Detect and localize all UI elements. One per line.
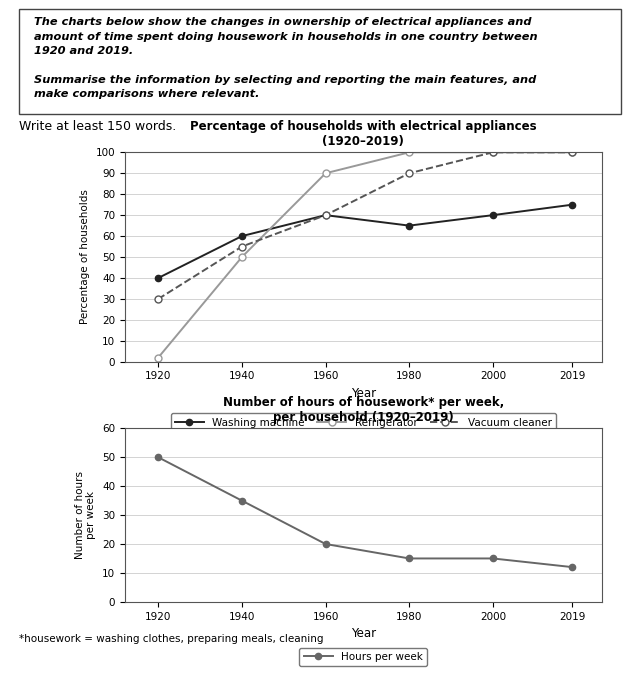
X-axis label: Year: Year [351,387,376,400]
Title: Percentage of households with electrical appliances
(1920–2019): Percentage of households with electrical… [190,120,536,148]
Legend: Hours per week: Hours per week [300,647,427,666]
Title: Number of hours of housework* per week,
per household (1920–2019): Number of hours of housework* per week, … [223,396,504,424]
Legend: Washing machine, Refrigerator, Vacuum cleaner: Washing machine, Refrigerator, Vacuum cl… [171,413,556,432]
Y-axis label: Number of hours
per week: Number of hours per week [75,471,97,559]
X-axis label: Year: Year [351,627,376,640]
Text: The charts below show the changes in ownership of electrical appliances and
amou: The charts below show the changes in own… [34,17,538,99]
Y-axis label: Percentage of households: Percentage of households [80,190,90,324]
Text: *housework = washing clothes, preparing meals, cleaning: *housework = washing clothes, preparing … [19,634,324,644]
Text: Write at least 150 words.: Write at least 150 words. [19,120,177,133]
FancyBboxPatch shape [19,9,621,114]
